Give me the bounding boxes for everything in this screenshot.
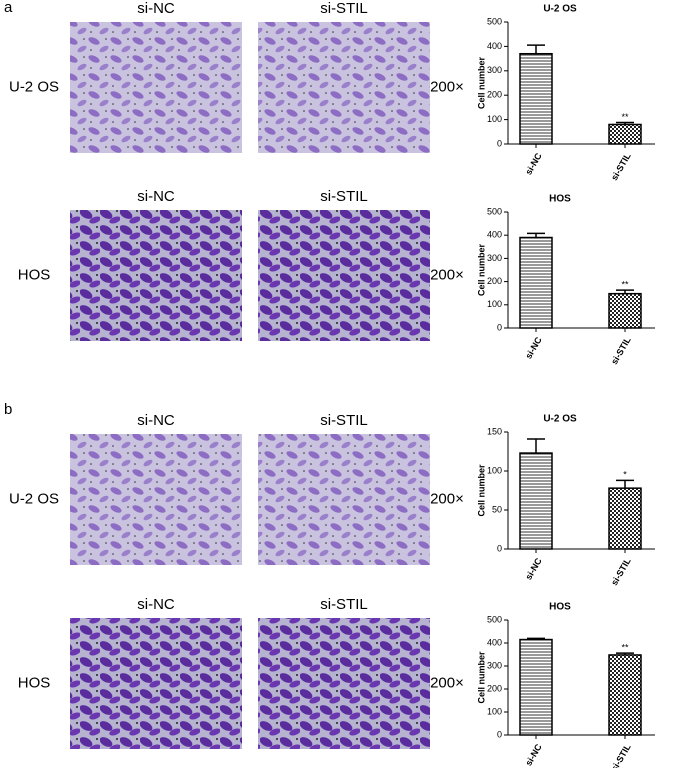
bar [519,452,553,550]
y-tick-label: 0 [497,543,502,553]
x-tick-label: si-STIL [609,742,633,768]
x-tick-label: si-STIL [609,556,633,587]
row-label: U-2 OS [9,490,59,507]
magnification: 200× [430,78,464,95]
y-tick-label: 200 [487,276,502,286]
error-bar [527,232,545,238]
error-bar [527,637,545,640]
y-tick-label: 400 [487,230,502,240]
x-tick-label: si-NC [523,556,544,582]
y-tick-label: 500 [487,16,502,26]
y-tick-label: 300 [487,660,502,670]
y-tick-label: 500 [487,206,502,216]
column-label: si-STIL [320,188,368,205]
bar [608,487,642,550]
y-tick-label: 100 [487,299,502,309]
chart-title: HOS [549,602,571,613]
error-bar [527,44,545,54]
magnification: 200× [430,490,464,507]
row-label: U-2 OS [9,78,59,95]
significance: ** [621,280,629,290]
y-tick-label: 100 [487,706,502,716]
chart-title: U-2 OS [543,4,577,15]
y-tick-label: 400 [487,41,502,51]
column-label: si-NC [137,412,175,429]
micrograph [258,618,430,749]
x-tick-label: si-STIL [609,151,633,182]
column-label: si-NC [137,596,175,613]
y-tick-label: 300 [487,253,502,263]
y-tick-label: 200 [487,90,502,100]
column-label: si-STIL [320,596,368,613]
y-tick-label: 100 [487,465,502,475]
x-tick-label: si-NC [523,151,544,177]
column-label: si-STIL [320,412,368,429]
bar [608,123,642,145]
y-tick-label: 50 [492,504,502,514]
column-label: si-NC [137,188,175,205]
row-label: HOS [18,266,51,283]
significance: ** [621,112,629,122]
bar [519,52,553,145]
magnification: 200× [430,674,464,691]
bar [608,654,642,736]
x-tick-label: si-NC [523,335,544,361]
bar [608,292,642,329]
bar [519,236,553,329]
chart-title: U-2 OS [543,414,577,425]
y-axis-label: Cell number [476,464,486,517]
y-axis-label: Cell number [476,57,486,110]
y-tick-label: 0 [497,138,502,148]
column-label: si-NC [137,0,175,17]
chart-title: HOS [549,194,571,205]
row-label: HOS [18,674,51,691]
magnification: 200× [430,266,464,283]
y-tick-label: 500 [487,614,502,624]
significance: ** [621,642,629,652]
micrograph [70,618,242,749]
y-axis-label: Cell number [476,651,486,704]
y-tick-label: 300 [487,65,502,75]
y-tick-label: 150 [487,426,502,436]
panel-label: a [4,0,13,16]
error-bar [616,652,634,655]
micrograph [258,22,430,153]
bar [519,638,553,736]
y-axis-label: Cell number [476,244,486,297]
significance: * [623,470,627,480]
y-tick-label: 0 [497,729,502,739]
y-tick-label: 100 [487,114,502,124]
micrograph [258,434,430,565]
x-tick-label: si-STIL [609,335,633,366]
micrograph [70,434,242,565]
error-bar [616,121,634,125]
error-bar [616,289,634,294]
y-tick-label: 0 [497,322,502,332]
y-tick-label: 400 [487,637,502,647]
error-bar [616,479,634,489]
micrograph [70,22,242,153]
y-tick-label: 200 [487,683,502,693]
column-label: si-STIL [320,0,368,17]
x-tick-label: si-NC [523,742,544,768]
micrograph [70,210,242,341]
micrograph [258,210,430,341]
error-bar [527,438,545,454]
panel-label: b [4,401,12,418]
